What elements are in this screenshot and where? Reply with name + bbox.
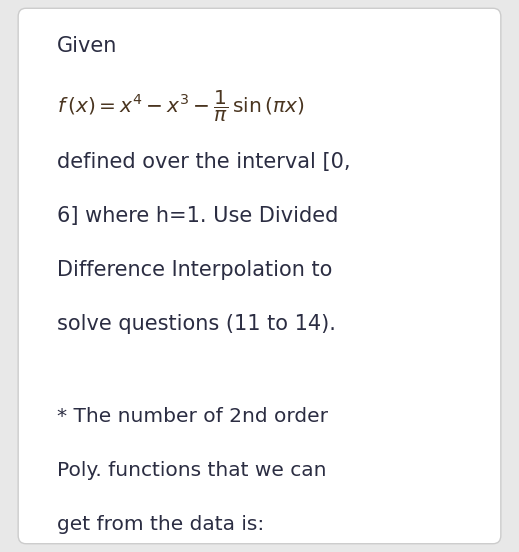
Text: * The number of 2nd order: * The number of 2nd order [57, 407, 328, 426]
Text: $f\,(x) = x^4 - x^3 - \dfrac{1}{\pi}\,\mathrm{sin}\,(\pi x)$: $f\,(x) = x^4 - x^3 - \dfrac{1}{\pi}\,\m… [57, 88, 305, 124]
Text: Difference Interpolation to: Difference Interpolation to [57, 260, 333, 280]
Text: solve questions (11 to 14).: solve questions (11 to 14). [57, 314, 336, 334]
Text: 6] where h=1. Use Divided: 6] where h=1. Use Divided [57, 206, 338, 226]
Text: Poly. functions that we can: Poly. functions that we can [57, 461, 326, 480]
Text: Given: Given [57, 36, 117, 56]
FancyBboxPatch shape [18, 8, 501, 544]
Text: get from the data is:: get from the data is: [57, 515, 264, 534]
Text: defined over the interval [0,: defined over the interval [0, [57, 152, 351, 172]
